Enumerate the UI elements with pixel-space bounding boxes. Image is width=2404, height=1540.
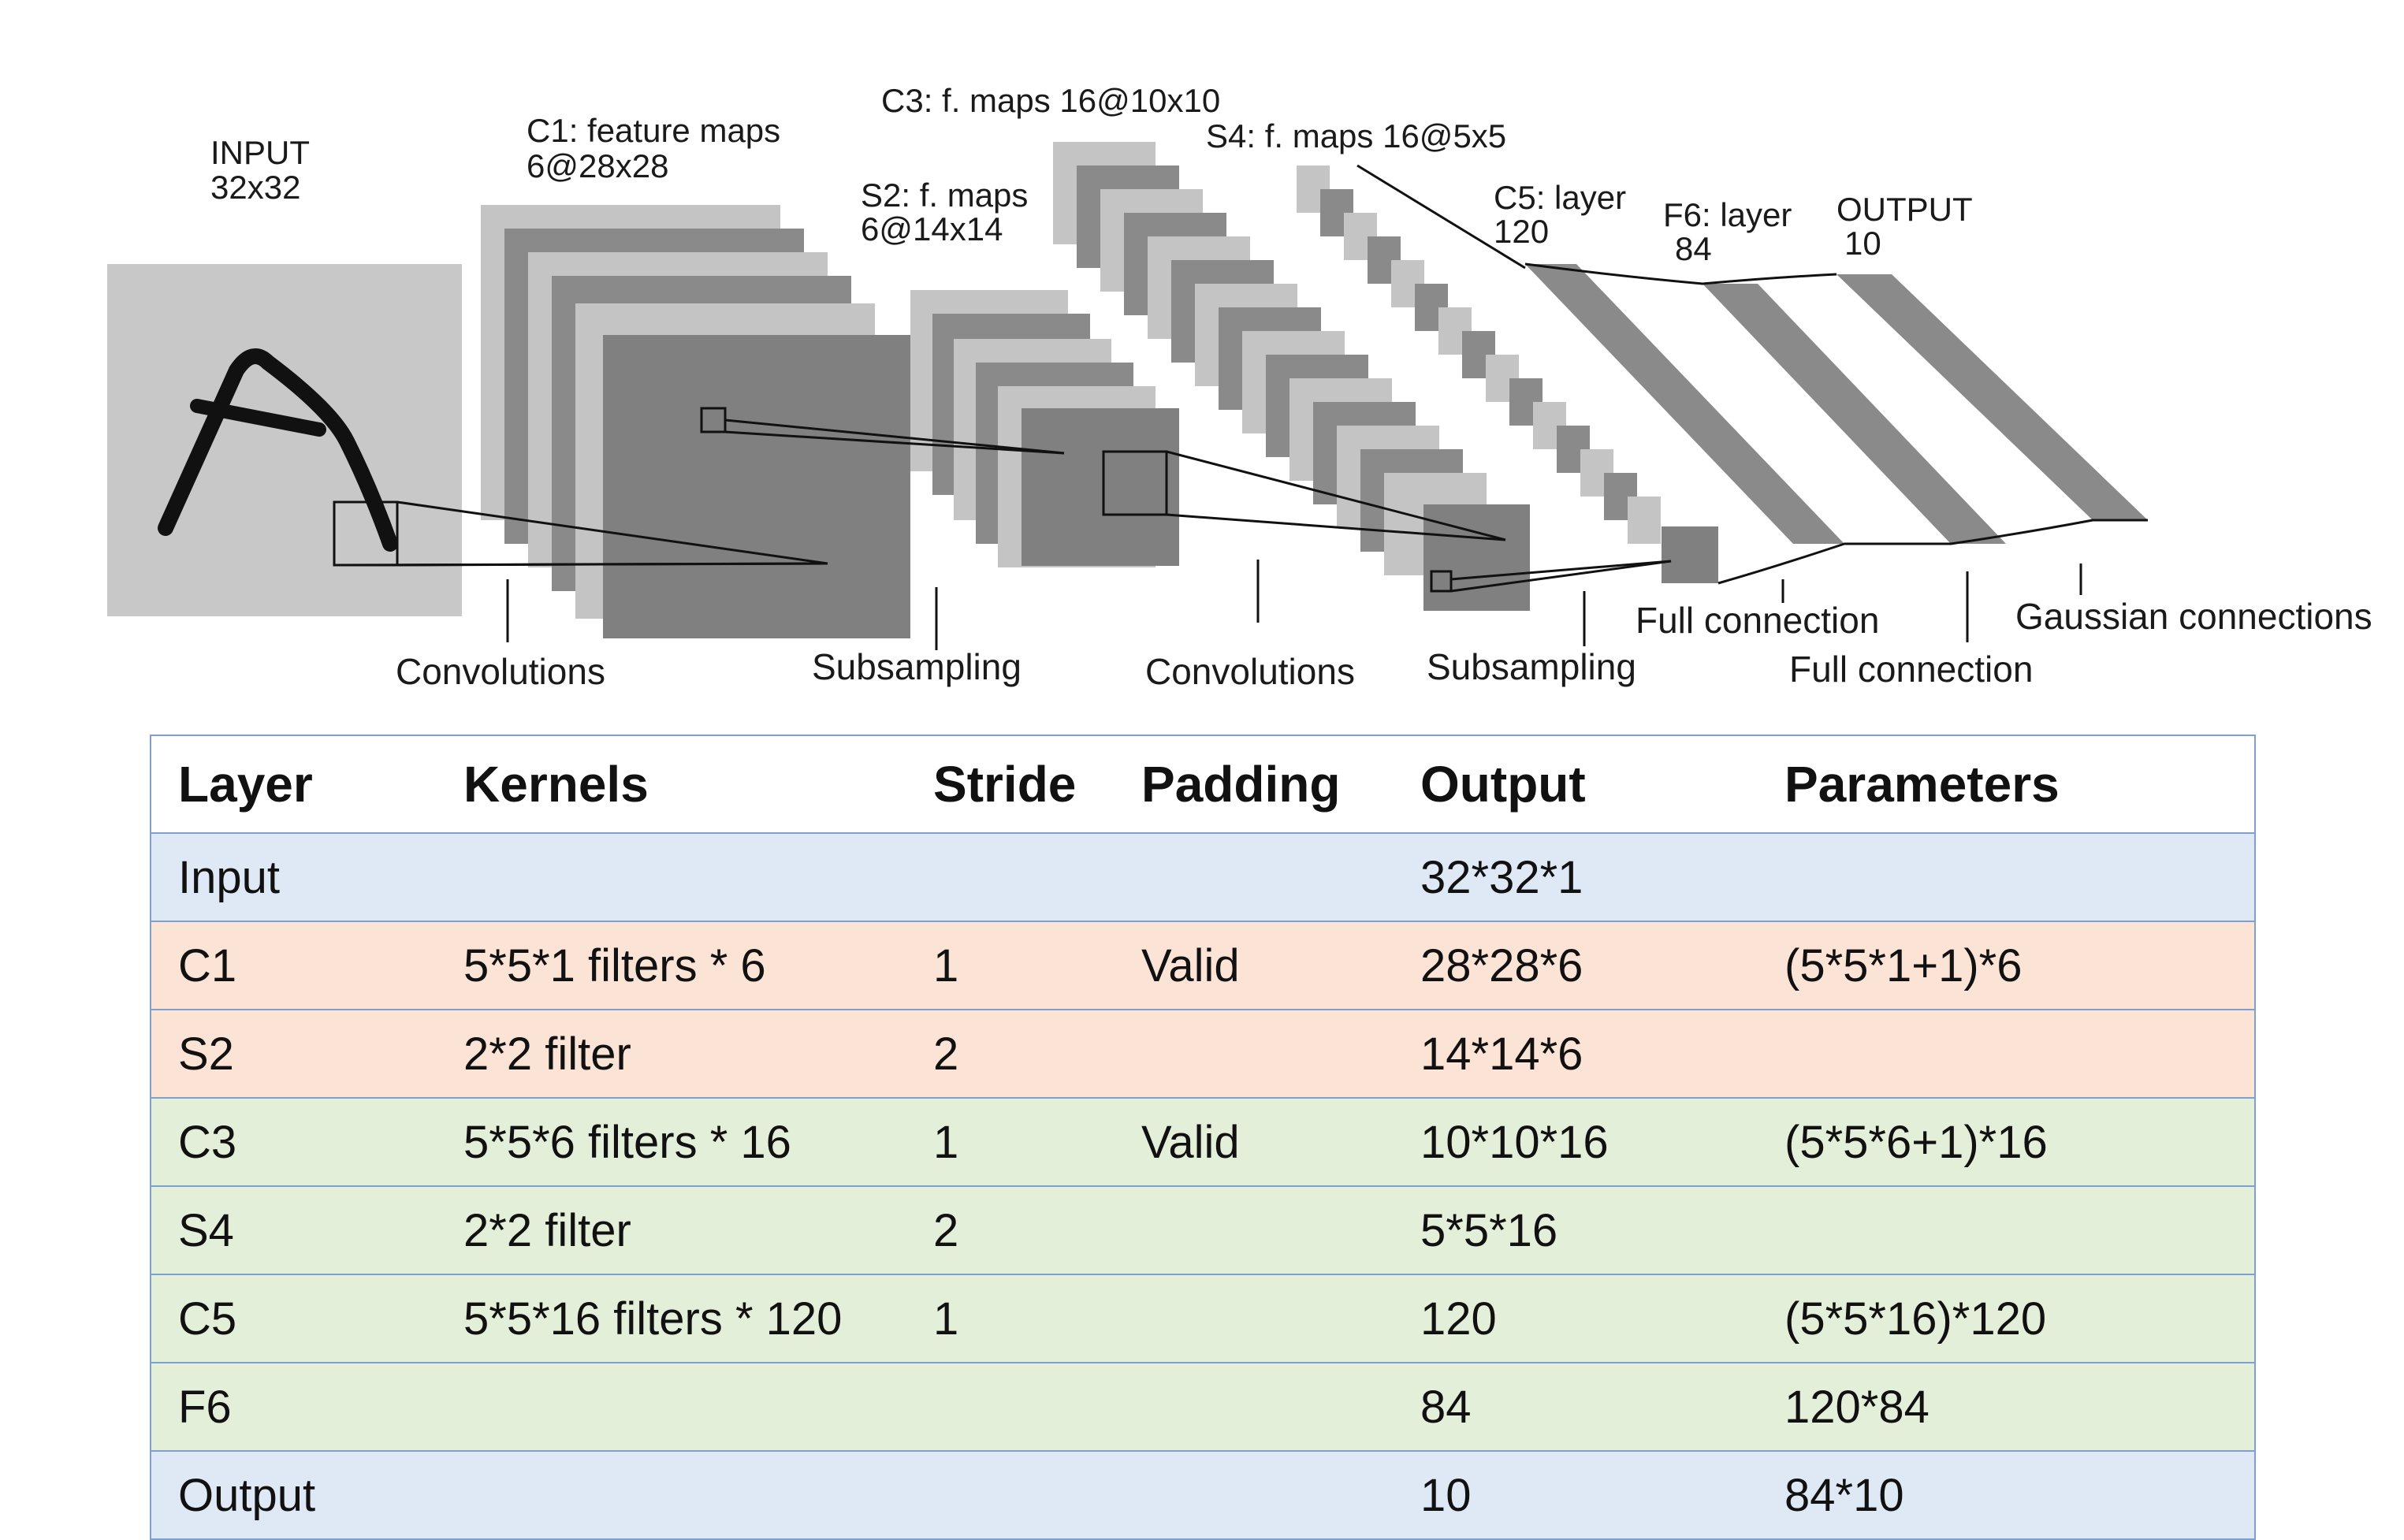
table-cell-stride: 2 [906, 1185, 1115, 1274]
table-cell-stride [906, 1450, 1115, 1539]
label-s4: S4: f. maps 16@5x5 [1206, 117, 1506, 154]
layer-table: Layer Kernels Stride Padding Output Para… [150, 735, 2256, 1540]
table-cell-layer: S4 [151, 1185, 437, 1274]
c3-feature-maps [1053, 142, 1530, 611]
table-cell-padding [1115, 1274, 1394, 1363]
table-cell-padding [1115, 1450, 1394, 1539]
table-cell-kernels [437, 1450, 906, 1539]
input-image [107, 264, 462, 616]
table-cell-parameters: (5*5*6+1)*16 [1758, 1097, 2255, 1186]
table-cell-layer: Input [151, 832, 437, 921]
label-c5: C5: layer [1494, 179, 1626, 216]
header-parameters: Parameters [1758, 735, 2255, 833]
table-row: C1 5*5*1 filters * 6 1 Valid 28*28*6 (5*5*1+1… [151, 921, 2255, 1010]
table-cell-output: 120 [1394, 1274, 1758, 1363]
operation-ticks [506, 560, 2082, 650]
table-cell-padding [1115, 1362, 1394, 1451]
header-stride: Stride [906, 735, 1115, 833]
table-cell-kernels: 5*5*6 filters * 16 [437, 1097, 906, 1186]
table-cell-layer: C5 [151, 1274, 437, 1363]
table-cell-parameters: (5*5*16)*120 [1758, 1274, 2255, 1363]
header-padding: Padding [1115, 735, 1394, 833]
table-cell-output: 10*10*16 [1394, 1097, 1758, 1186]
header-kernels: Kernels [437, 735, 906, 833]
table-row: Input 32*32*1 [151, 832, 2255, 921]
table-cell-parameters: (5*5*1+1)*6 [1758, 921, 2255, 1010]
table-cell-layer: F6 [151, 1362, 437, 1451]
table-cell-parameters: 120*84 [1758, 1362, 2255, 1451]
table-cell-output: 5*5*16 [1394, 1185, 1758, 1274]
table-cell-parameters [1758, 832, 2255, 921]
op-convolutions-2: Convolutions [1145, 651, 1355, 692]
fully-connected-layers [1524, 262, 2148, 585]
label-f6: F6: layer [1663, 196, 1792, 233]
table-cell-kernels [437, 1362, 906, 1451]
table-cell-padding [1115, 1009, 1394, 1098]
table-row: C3 5*5*6 filters * 16 1 Valid 10*10*16 (5*5*6… [151, 1097, 2255, 1186]
label-output-size: 10 [1844, 225, 1881, 262]
table-cell-stride: 1 [906, 921, 1115, 1010]
table-cell-stride [906, 832, 1115, 921]
op-subsampling-1: Subsampling [812, 646, 1022, 687]
label-c1-size: 6@28x28 [527, 147, 668, 184]
table-row: S4 2*2 filter 2 5*5*16 [151, 1185, 2255, 1274]
table-cell-parameters [1758, 1009, 2255, 1098]
receptive-field-lines [333, 164, 1672, 593]
table-cell-padding: Valid [1115, 921, 1394, 1010]
table-cell-layer: Output [151, 1450, 437, 1539]
table-cell-parameters [1758, 1185, 2255, 1274]
op-gaussian-connections: Gaussian connections [2015, 596, 2372, 637]
table-cell-kernels: 2*2 filter [437, 1009, 906, 1098]
table-cell-layer: C3 [151, 1097, 437, 1186]
table-cell-padding: Valid [1115, 1097, 1394, 1186]
table-cell-output: 14*14*6 [1394, 1009, 1758, 1098]
label-s2: S2: f. maps [861, 177, 1028, 214]
table-cell-stride: 1 [906, 1097, 1115, 1186]
table-row: C5 5*5*16 filters * 120 1 120 (5*5*16)*120 [151, 1274, 2255, 1363]
table-row: F6 84 120*84 [151, 1362, 2255, 1451]
label-c5-size: 120 [1494, 213, 1549, 250]
s4-feature-maps [1297, 166, 1718, 583]
label-c1: C1: feature maps [527, 112, 780, 149]
table-cell-padding [1115, 1185, 1394, 1274]
label-input: INPUT [210, 134, 310, 171]
table-cell-kernels: 2*2 filter [437, 1185, 906, 1274]
header-output: Output [1394, 735, 1758, 833]
label-input-size: 32x32 [210, 169, 300, 206]
lenet-architecture-diagram: INPUT 32x32 C1: feature maps 6@28x28 S2:… [107, 82, 2372, 692]
table-cell-padding [1115, 832, 1394, 921]
table-cell-kernels: 5*5*1 filters * 6 [437, 921, 906, 1010]
table-row: S2 2*2 filter 2 14*14*6 [151, 1009, 2255, 1098]
label-s2-size: 6@14x14 [861, 210, 1003, 247]
op-full-connection-1: Full connection [1636, 600, 1879, 641]
op-subsampling-2: Subsampling [1427, 646, 1636, 687]
table-cell-kernels [437, 832, 906, 921]
header-layer: Layer [151, 735, 437, 833]
table-header-row: Layer Kernels Stride Padding Output Para… [151, 735, 2255, 833]
op-convolutions-1: Convolutions [396, 651, 605, 692]
table-row: Output 10 84*10 [151, 1450, 2255, 1539]
label-f6-size: 84 [1675, 230, 1712, 267]
table-cell-stride: 1 [906, 1274, 1115, 1363]
table-cell-stride [906, 1362, 1115, 1451]
table-cell-output: 10 [1394, 1450, 1758, 1539]
label-output: OUTPUT [1836, 191, 1973, 228]
op-full-connection-2: Full connection [1789, 649, 2033, 690]
table-cell-output: 28*28*6 [1394, 921, 1758, 1010]
table-cell-layer: C1 [151, 921, 437, 1010]
c1-feature-maps [481, 205, 910, 638]
table-cell-output: 32*32*1 [1394, 832, 1758, 921]
table-cell-layer: S2 [151, 1009, 437, 1098]
label-c3: C3: f. maps 16@10x10 [881, 82, 1220, 119]
table-cell-kernels: 5*5*16 filters * 120 [437, 1274, 906, 1363]
table-cell-parameters: 84*10 [1758, 1450, 2255, 1539]
s2-feature-maps [910, 290, 1179, 567]
table-cell-output: 84 [1394, 1362, 1758, 1451]
table-cell-stride: 2 [906, 1009, 1115, 1098]
